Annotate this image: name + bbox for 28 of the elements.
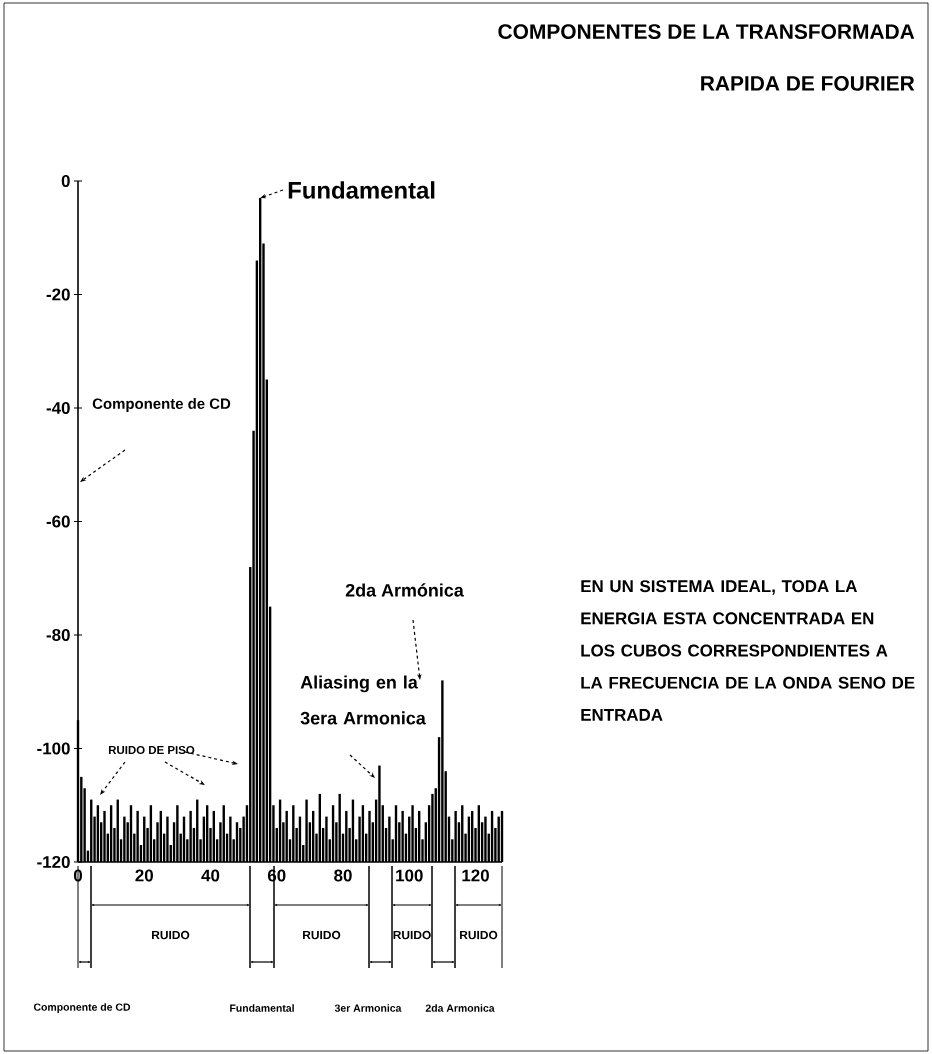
x-tick-label: 80 [334, 869, 352, 882]
annotation: Fundamental [288, 181, 435, 199]
text: RUIDO [152, 930, 190, 940]
annotation: RUIDO DE PISO [108, 745, 195, 755]
annotation: 2da Armónica [345, 583, 464, 597]
text: 3er Armonica [334, 1004, 402, 1012]
x-tick-label: 20 [135, 869, 153, 882]
text: RUIDO [393, 930, 431, 940]
chart-title: COMPONENTES DE LA TRANSFORMADA RAPIDA DE FOURIER [498, 24, 915, 91]
x-tick-label: 100 [396, 869, 423, 882]
annotation: Componente de CD [92, 398, 231, 412]
text: RUIDO [460, 930, 498, 940]
text: 2da Armonica [425, 1004, 495, 1012]
annotation: Aliasing en la 3era Armonica [300, 675, 426, 725]
text: RUIDO [303, 930, 341, 940]
y-tick-label: -40 [46, 401, 70, 414]
x-tick-label: 40 [201, 869, 220, 882]
y-tick-label: -120 [37, 856, 70, 868]
x-tick-label: 0 [73, 869, 83, 882]
text: Fundamental [230, 1004, 294, 1012]
y-tick-label: 0 [61, 174, 70, 187]
y-tick-label: -60 [46, 515, 70, 528]
text: EN UN SISTEMA IDEAL, TODA LA ENERGIA ESTA CONCENTRADA EN LOS CUBOS CORRESPONDIENTES A LA FRECUENCIA DE LA ONDA SENO DE ENTRADA [581, 580, 915, 721]
y-tick-label: -80 [46, 629, 70, 641]
text: Componente de CD [33, 1003, 131, 1013]
y-tick-label: -100 [37, 742, 70, 755]
y-tick-label: -20 [46, 288, 70, 301]
x-tick-label: 120 [462, 869, 489, 882]
